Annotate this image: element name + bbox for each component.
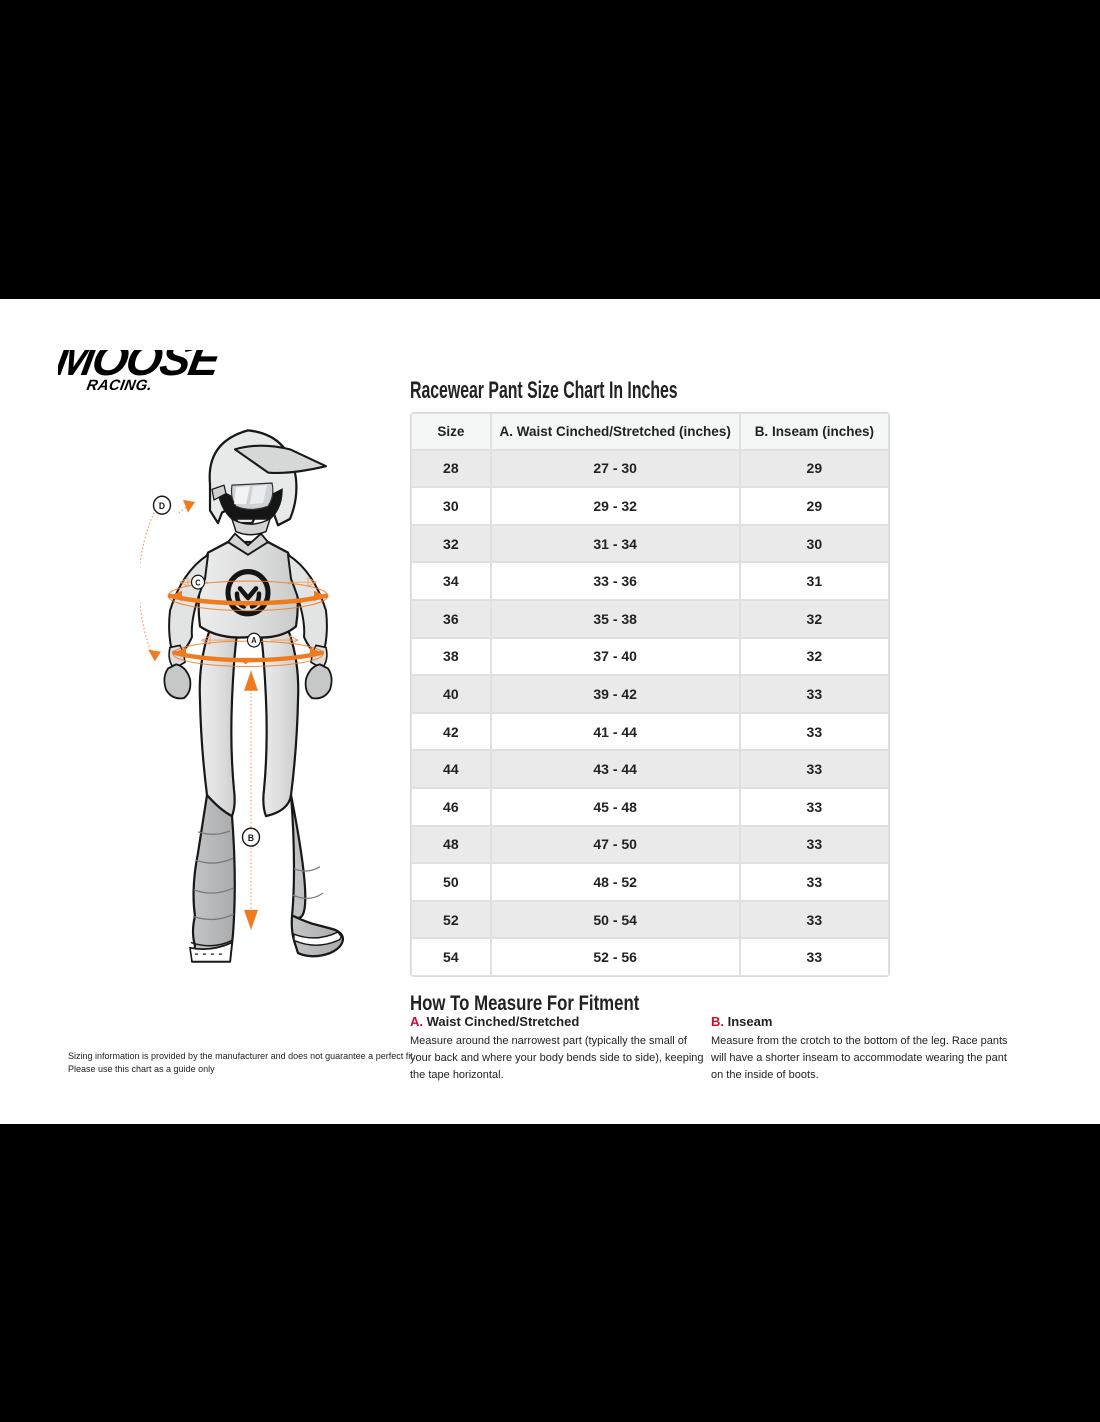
svg-text:A: A	[251, 636, 257, 645]
svg-text:C: C	[195, 578, 201, 587]
svg-text:D: D	[159, 501, 165, 511]
svg-text:B: B	[248, 833, 254, 843]
